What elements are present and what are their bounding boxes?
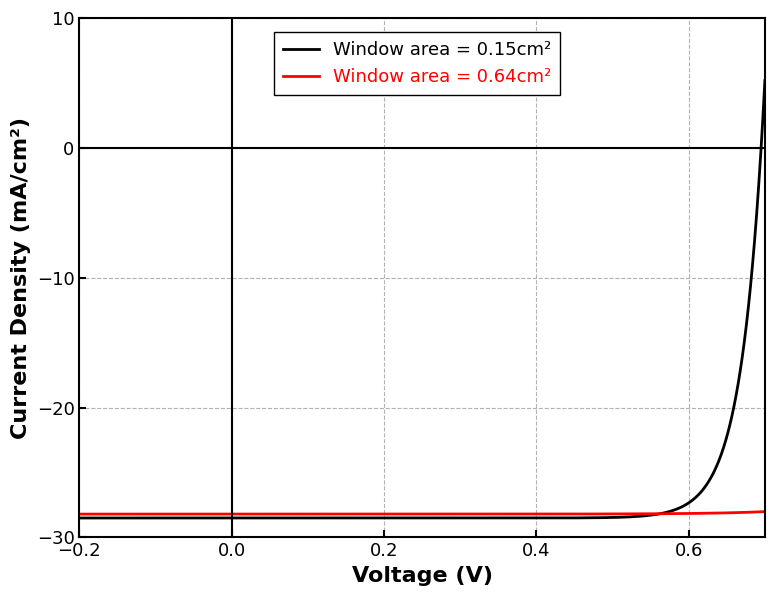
Window area = 0.64cm² [74,510,84,518]
X-axis label: Voltage (V): Voltage (V) [352,566,493,586]
Window area = 0.15cm² [74,515,84,522]
Window area = 0.64cm² [609,510,618,518]
Window area = 0.15cm² [352,515,362,522]
Window area = 0.64cm² [352,510,362,518]
Window area = 0.15cm² [376,515,386,522]
Window area = 0.15cm² [760,77,770,84]
Window area = 0.15cm² [546,515,555,522]
Line: Window area = 0.64cm²: Window area = 0.64cm² [79,512,765,514]
Window area = 0.15cm² [622,513,631,521]
Window area = 0.15cm² [145,515,154,522]
Legend: Window area = 0.15cm², Window area = 0.64cm²: Window area = 0.15cm², Window area = 0.6… [273,32,560,96]
Window area = 0.64cm² [760,508,770,515]
Y-axis label: Current Density (mA/cm²): Current Density (mA/cm²) [11,117,31,439]
Line: Window area = 0.15cm²: Window area = 0.15cm² [79,81,765,518]
Window area = 0.15cm² [609,514,618,521]
Window area = 0.64cm² [622,510,631,518]
Window area = 0.64cm² [546,510,555,518]
Window area = 0.64cm² [376,510,386,518]
Window area = 0.64cm² [145,510,154,518]
